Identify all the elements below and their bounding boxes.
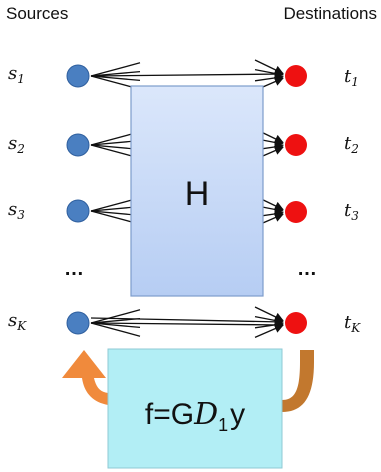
feedback-box	[107, 348, 283, 469]
feedback-formula: f=GD1y	[145, 397, 245, 435]
source-node-1	[66, 64, 90, 88]
destination-label-K: tK	[344, 312, 361, 335]
link-line	[90, 309, 141, 324]
sources-header: Sources	[6, 4, 69, 23]
destination-label-3: t3	[344, 200, 359, 223]
destination-node-K	[285, 312, 307, 334]
link-line	[90, 75, 141, 82]
source-node-3	[66, 199, 90, 223]
source-label-1: s1	[8, 63, 25, 86]
source-ellipsis: …	[64, 258, 85, 280]
source-node-K	[66, 311, 90, 335]
link-line	[90, 62, 141, 77]
destination-node-1	[285, 65, 307, 87]
link-arrow	[254, 59, 284, 75]
link-arrow	[90, 320, 284, 330]
destination-node-3	[285, 201, 307, 223]
link-arrow	[90, 69, 284, 79]
source-label-K: sK	[8, 310, 27, 333]
channel-box	[130, 85, 264, 297]
channel-label: H	[185, 175, 210, 213]
link-line	[90, 322, 141, 337]
source-label-2: s2	[8, 133, 25, 156]
link-arrow	[90, 317, 284, 327]
link-arrow	[254, 306, 284, 322]
destinations-header: Destinations	[283, 4, 377, 23]
destination-node-2	[285, 134, 307, 156]
destination-label-2: t2	[344, 133, 359, 156]
destination-label-1: t1	[344, 66, 359, 89]
destination-ellipsis: …	[297, 258, 318, 280]
feedback-arrow-left	[62, 350, 108, 405]
feedback-arrow-right	[282, 350, 314, 412]
source-node-2	[66, 133, 90, 157]
source-label-3: s3	[8, 199, 25, 222]
